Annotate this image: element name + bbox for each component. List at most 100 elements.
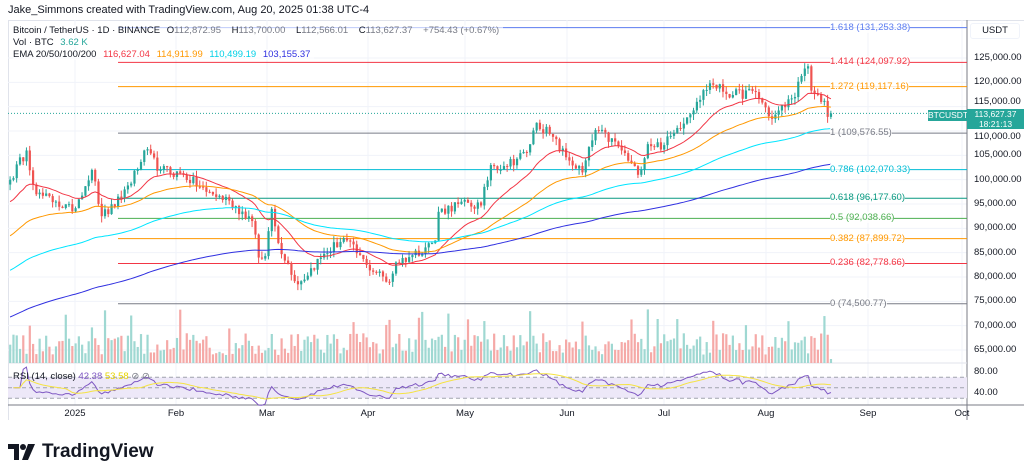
volume-label[interactable]: Vol · BTC xyxy=(13,37,54,48)
volume-bar xyxy=(607,341,610,363)
candle-body xyxy=(267,231,270,257)
ema100-line xyxy=(9,128,831,271)
volume-bar xyxy=(470,345,473,363)
volume-bar xyxy=(133,341,136,363)
volume-bar xyxy=(84,353,87,363)
volume-bar xyxy=(578,349,581,363)
candle-body xyxy=(777,110,780,115)
currency-unit-button[interactable]: USDT xyxy=(970,23,1020,39)
ema-label[interactable]: EMA 20/50/100/200 xyxy=(13,49,97,60)
price-chart[interactable] xyxy=(8,20,1024,420)
volume-bar xyxy=(767,346,770,363)
candle-body xyxy=(578,165,581,169)
volume-bar xyxy=(218,351,221,363)
volume-bar xyxy=(689,348,692,363)
candle-body xyxy=(542,129,545,134)
volume-bar xyxy=(117,337,120,363)
volume-bar xyxy=(156,344,159,363)
volume-bar xyxy=(672,338,676,363)
volume-bar xyxy=(663,334,666,363)
candle-body xyxy=(614,138,617,142)
candle-body xyxy=(87,180,90,187)
price-tick-label: 70,000.00 xyxy=(974,319,1017,331)
volume-bar xyxy=(682,333,685,363)
candle-body xyxy=(715,84,718,89)
candle-body xyxy=(133,170,136,184)
volume-bar xyxy=(257,345,260,363)
candle-body xyxy=(339,241,342,248)
candle-body xyxy=(787,99,790,108)
candle-body xyxy=(192,176,195,184)
candle-body xyxy=(365,258,368,265)
candle-body xyxy=(9,179,12,185)
volume-bar xyxy=(48,346,51,363)
candle-body xyxy=(522,151,525,154)
volume-bar xyxy=(188,339,192,363)
volume-bar xyxy=(323,352,326,363)
candle-body xyxy=(208,191,211,193)
candle-body xyxy=(751,88,754,91)
candle-body xyxy=(483,186,486,206)
candle-body xyxy=(780,105,784,111)
rsi-legend[interactable]: RSI (14, close) 42.38 53.58 ⊘ ⊘ xyxy=(13,371,150,382)
volume-bar xyxy=(205,336,208,363)
candle-body xyxy=(797,81,800,98)
volume-bar xyxy=(699,336,702,363)
volume-bar xyxy=(751,346,754,363)
volume-bar xyxy=(721,333,725,363)
volume-bar xyxy=(548,340,551,363)
candle-body xyxy=(479,202,483,206)
candle-body xyxy=(663,145,666,150)
candle-body xyxy=(689,114,692,118)
volume-bar xyxy=(172,347,175,363)
rsi-settings-icons[interactable]: ⊘ ⊘ xyxy=(131,371,150,382)
volume-bar xyxy=(267,347,270,363)
symbol-name[interactable]: Bitcoin / TetherUS · 1D · BINANCE xyxy=(13,25,161,36)
candle-body xyxy=(466,199,470,203)
volume-bar xyxy=(342,347,345,363)
ema200-value: 103,155.37 xyxy=(262,49,311,60)
candle-body xyxy=(430,243,434,245)
candle-body xyxy=(551,133,555,137)
candle-body xyxy=(627,153,630,161)
volume-bar xyxy=(169,349,172,363)
candle-body xyxy=(411,255,414,258)
candle-body xyxy=(555,136,558,140)
tradingview-logo[interactable]: TradingView xyxy=(8,441,154,463)
volume-bar xyxy=(545,341,548,363)
candle-body xyxy=(519,153,522,159)
candle-body xyxy=(375,271,378,273)
price-tick-label: 95,000.00 xyxy=(974,198,1017,209)
candle-body xyxy=(388,281,391,283)
volume-bar xyxy=(630,319,633,363)
volume-bar xyxy=(309,342,313,363)
volume-bar xyxy=(757,347,761,363)
candle-body xyxy=(820,94,823,102)
candle-body xyxy=(280,242,283,255)
candle-body xyxy=(748,88,751,91)
candle-body xyxy=(58,201,61,207)
volume-bar xyxy=(31,343,35,363)
candle-body xyxy=(656,142,659,148)
ema100-value: 110,499.19 xyxy=(209,49,257,60)
rsi-tick-label: 80.00 xyxy=(974,366,998,377)
volume-bar xyxy=(551,351,555,363)
candle-body xyxy=(332,242,336,252)
volume-bar xyxy=(221,353,224,363)
candle-body xyxy=(721,84,725,92)
volume-bar xyxy=(744,325,748,363)
price-tick-label: 125,000.00 xyxy=(974,52,1022,63)
volume-bar xyxy=(247,340,251,363)
volume-bar xyxy=(800,340,803,363)
fib-level-label: 1.618 (131,253.38) xyxy=(830,21,911,33)
volume-bar xyxy=(251,345,254,363)
candle-body xyxy=(257,234,260,258)
candle-body xyxy=(385,276,388,282)
volume-bar xyxy=(427,347,430,363)
volume-bar xyxy=(273,349,277,363)
ohlc-high-value: 113,700.00 xyxy=(238,25,286,36)
volume-bar xyxy=(365,337,368,363)
volume-bar xyxy=(466,319,470,363)
volume-bar xyxy=(826,334,829,363)
volume-bar xyxy=(231,353,234,363)
